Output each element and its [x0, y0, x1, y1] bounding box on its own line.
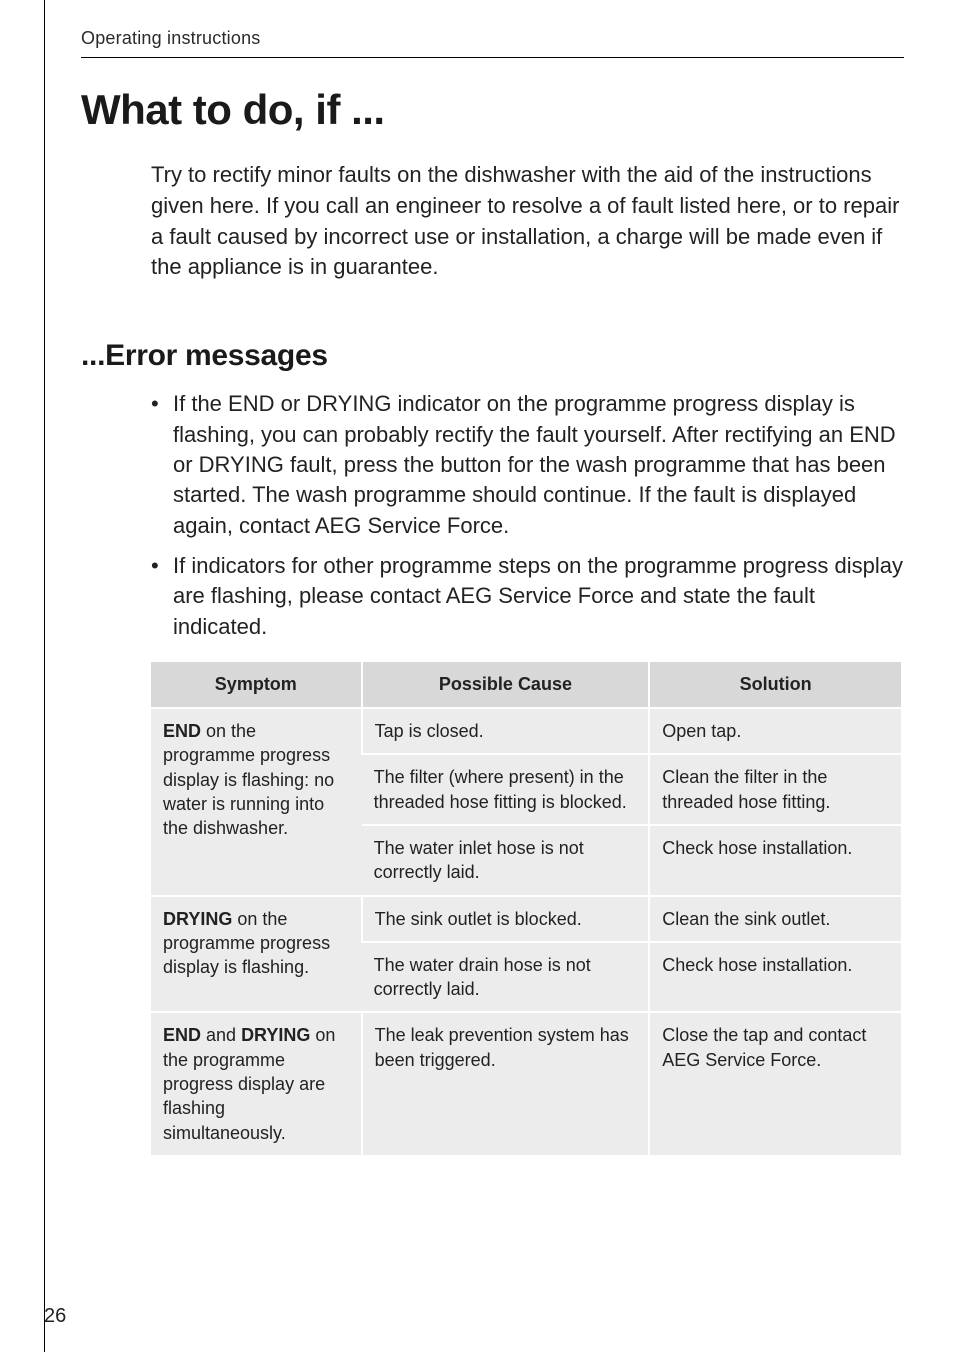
- header-rule: [81, 57, 904, 58]
- solution-cell: Check hose installation.: [649, 825, 901, 896]
- table-row: END and DRYING on the programme progress…: [151, 1012, 901, 1155]
- cause-cell: The filter (where present) in the thread…: [362, 754, 650, 825]
- symptom-cell: DRYING on the programme progress display…: [151, 896, 362, 1013]
- col-header-solution: Solution: [649, 662, 901, 708]
- fault-table: Symptom Possible Cause Solution END on t…: [151, 662, 901, 1157]
- page-frame: Operating instructions What to do, if ..…: [44, 0, 954, 1352]
- col-header-symptom: Symptom: [151, 662, 362, 708]
- cause-cell: The water inlet hose is not correctly la…: [362, 825, 650, 896]
- section-heading: ...Error messages: [81, 339, 904, 373]
- solution-cell: Open tap.: [649, 708, 901, 754]
- solution-cell: Clean the sink outlet.: [649, 896, 901, 942]
- symptom-bold: DRYING: [163, 909, 232, 929]
- solution-cell: Close the tap and contact AEG Service Fo…: [649, 1012, 901, 1155]
- page-number: 26: [44, 1305, 66, 1328]
- symptom-cell: END and DRYING on the programme progress…: [151, 1012, 362, 1155]
- running-header: Operating instructions: [81, 28, 904, 49]
- solution-cell: Clean the filter in the threaded hose fi…: [649, 754, 901, 825]
- symptom-bold: END: [163, 721, 201, 741]
- table-row: END on the programme progress display is…: [151, 708, 901, 754]
- page-title: What to do, if ...: [81, 86, 904, 134]
- table-header-row: Symptom Possible Cause Solution: [151, 662, 901, 708]
- bullet-item: If indicators for other programme steps …: [151, 551, 904, 642]
- cause-cell: The sink outlet is blocked.: [362, 896, 650, 942]
- bullet-item: If the END or DRYING indicator on the pr…: [151, 389, 904, 541]
- symptom-cell: END on the programme progress display is…: [151, 708, 362, 895]
- solution-cell: Check hose installation.: [649, 942, 901, 1013]
- cause-cell: The water drain hose is not correctly la…: [362, 942, 650, 1013]
- cause-cell: The leak prevention system has been trig…: [362, 1012, 650, 1155]
- col-header-cause: Possible Cause: [362, 662, 650, 708]
- table-row: DRYING on the programme progress display…: [151, 896, 901, 942]
- bullet-list: If the END or DRYING indicator on the pr…: [151, 389, 904, 642]
- cause-cell: Tap is closed.: [362, 708, 650, 754]
- intro-paragraph: Try to rectify minor faults on the dishw…: [151, 160, 904, 283]
